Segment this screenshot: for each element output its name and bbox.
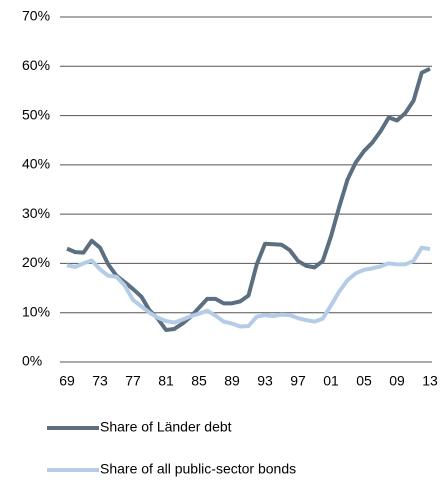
x-tick-label: 93 [257,373,273,389]
y-tick-label: 40% [22,156,50,172]
x-tick-label: 13 [422,373,438,389]
data-line [66,245,431,329]
y-tick-label: 60% [22,57,50,73]
y-tick-label: 10% [22,303,50,319]
x-tick-label: 09 [389,373,405,389]
legend-label: Share of Länder debt [100,419,232,435]
data-line [66,66,431,332]
legend-label: Share of all public-sector bonds [100,461,296,477]
x-tick-label: 89 [224,373,240,389]
x-tick-label: 73 [92,373,108,389]
x-tick-label: 01 [323,373,339,389]
y-tick-label: 30% [22,205,50,221]
x-tick-label: 69 [59,373,75,389]
y-tick-label: 0% [22,353,42,369]
x-tick-label: 97 [290,373,306,389]
x-tick-label: 05 [356,373,372,389]
x-tick-label: 85 [191,373,207,389]
x-tick-label: 77 [125,373,141,389]
y-tick-label: 20% [22,254,50,270]
y-tick-label: 50% [22,106,50,122]
x-tick-label: 81 [158,373,174,389]
y-tick-label: 70% [22,8,50,24]
